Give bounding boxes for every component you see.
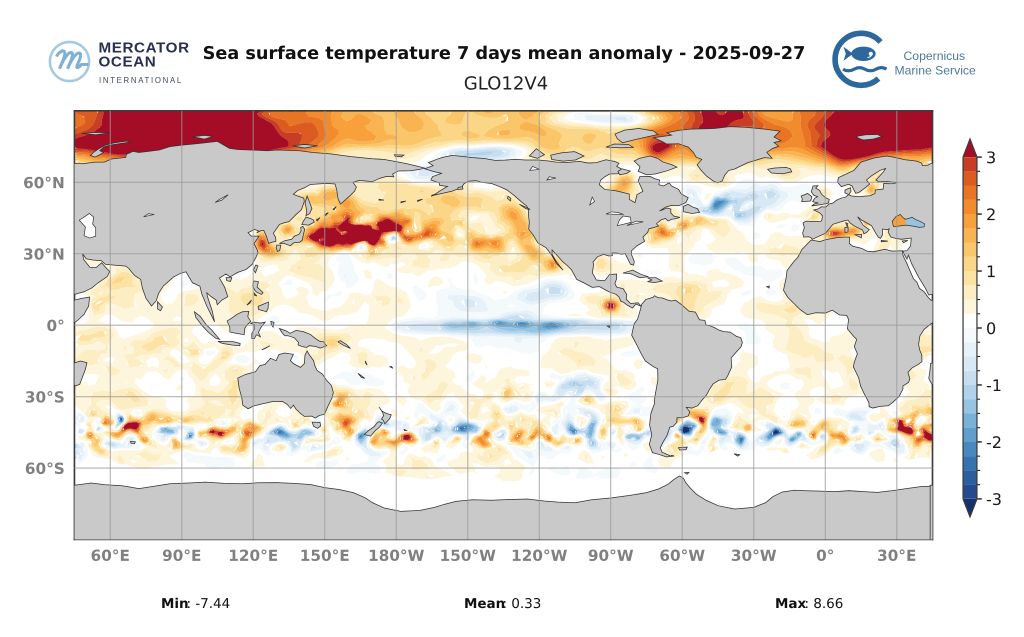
svg-text:INTERNATIONAL: INTERNATIONAL <box>99 76 183 85</box>
svg-text:MERCATOR: MERCATOR <box>99 40 190 57</box>
svg-text:Marine Service: Marine Service <box>895 63 976 77</box>
svg-text:OCEAN: OCEAN <box>99 54 157 71</box>
svg-text:Copernicus: Copernicus <box>904 49 966 63</box>
